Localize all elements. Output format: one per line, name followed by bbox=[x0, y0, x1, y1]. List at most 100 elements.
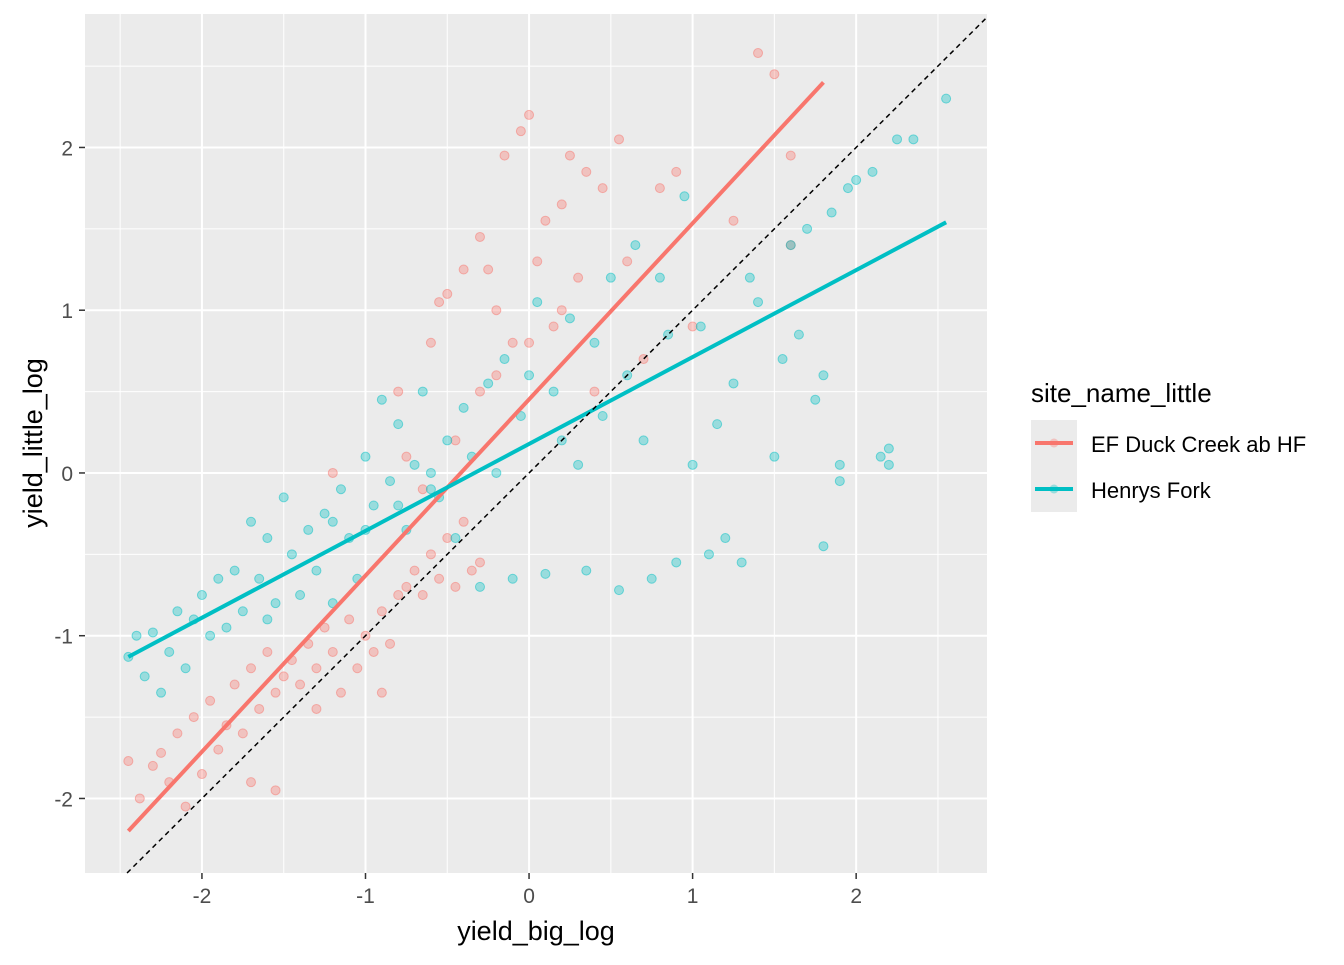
point-ef-duck-creek bbox=[589, 386, 600, 397]
point-ef-duck-creek bbox=[401, 581, 412, 592]
point-ef-duck-creek bbox=[180, 801, 191, 812]
point-ef-duck-creek bbox=[434, 573, 445, 584]
point-ef-duck-creek bbox=[368, 646, 379, 657]
point-henrys-fork bbox=[548, 386, 559, 397]
point-ef-duck-creek bbox=[524, 109, 535, 120]
point-henrys-fork bbox=[908, 134, 919, 145]
point-henrys-fork bbox=[695, 321, 706, 332]
point-henrys-fork bbox=[540, 568, 551, 579]
point-henrys-fork bbox=[246, 516, 257, 527]
point-ef-duck-creek bbox=[458, 516, 469, 527]
point-ef-duck-creek bbox=[515, 126, 526, 137]
grid-major bbox=[85, 14, 987, 873]
point-henrys-fork bbox=[295, 590, 306, 601]
point-henrys-fork bbox=[131, 630, 142, 641]
point-henrys-fork bbox=[278, 492, 289, 503]
point-henrys-fork bbox=[589, 337, 600, 348]
point-ef-duck-creek bbox=[246, 777, 257, 788]
y-axis-label: yield_little_log bbox=[18, 358, 48, 528]
point-henrys-fork bbox=[679, 191, 690, 202]
point-ef-duck-creek bbox=[270, 785, 281, 796]
point-henrys-fork bbox=[671, 557, 682, 568]
point-henrys-fork bbox=[458, 402, 469, 413]
point-henrys-fork bbox=[524, 370, 535, 381]
point-henrys-fork bbox=[802, 223, 813, 234]
point-ef-duck-creek bbox=[123, 756, 134, 767]
point-henrys-fork bbox=[221, 622, 232, 633]
point-ef-duck-creek bbox=[614, 134, 625, 145]
point-henrys-fork bbox=[229, 565, 240, 576]
point-ef-duck-creek bbox=[327, 467, 338, 478]
point-ef-duck-creek bbox=[785, 150, 796, 161]
point-ef-duck-creek bbox=[540, 215, 551, 226]
point-henrys-fork bbox=[262, 533, 273, 544]
point-ef-duck-creek bbox=[188, 712, 199, 723]
point-ef-duck-creek bbox=[335, 687, 346, 698]
point-henrys-fork bbox=[147, 627, 158, 638]
point-henrys-fork bbox=[368, 500, 379, 511]
point-ef-duck-creek bbox=[213, 744, 224, 755]
point-ef-duck-creek bbox=[147, 760, 158, 771]
point-ef-duck-creek bbox=[327, 646, 338, 657]
point-henrys-fork bbox=[180, 663, 191, 674]
point-henrys-fork bbox=[491, 467, 502, 478]
point-henrys-fork bbox=[499, 354, 510, 365]
point-ef-duck-creek bbox=[376, 606, 387, 617]
point-henrys-fork bbox=[409, 459, 420, 470]
point-ef-duck-creek bbox=[507, 337, 518, 348]
point-henrys-fork bbox=[507, 573, 518, 584]
point-henrys-fork bbox=[638, 435, 649, 446]
point-henrys-fork bbox=[262, 614, 273, 625]
point-henrys-fork bbox=[425, 484, 436, 495]
point-henrys-fork bbox=[712, 419, 723, 430]
y-tick-label: -2 bbox=[54, 788, 73, 811]
point-henrys-fork bbox=[597, 410, 608, 421]
x-tick-label: -1 bbox=[356, 885, 375, 908]
point-henrys-fork bbox=[360, 451, 371, 462]
point-ef-duck-creek bbox=[319, 622, 330, 633]
point-ef-duck-creek bbox=[246, 663, 257, 674]
point-ef-duck-creek bbox=[134, 793, 145, 804]
point-henrys-fork bbox=[605, 272, 616, 283]
point-henrys-fork bbox=[450, 533, 461, 544]
point-henrys-fork bbox=[205, 630, 216, 641]
point-henrys-fork bbox=[196, 590, 207, 601]
x-tick-label: 2 bbox=[850, 885, 862, 908]
point-ef-duck-creek bbox=[401, 451, 412, 462]
legend-label-henrys-fork: Henrys Fork bbox=[1091, 478, 1212, 503]
x-axis-ticks: -2 -1 0 1 2 bbox=[193, 873, 862, 908]
point-henrys-fork bbox=[417, 386, 428, 397]
point-henrys-fork bbox=[286, 549, 297, 560]
point-henrys-fork bbox=[139, 671, 150, 682]
point-henrys-fork bbox=[744, 272, 755, 283]
fit-lines bbox=[126, 80, 948, 833]
y-tick-label: 2 bbox=[61, 137, 73, 160]
point-henrys-fork bbox=[793, 329, 804, 340]
point-henrys-fork bbox=[753, 297, 764, 308]
point-ef-duck-creek bbox=[172, 728, 183, 739]
point-henrys-fork bbox=[213, 573, 224, 584]
point-henrys-fork bbox=[703, 549, 714, 560]
point-ef-duck-creek bbox=[393, 386, 404, 397]
point-henrys-fork bbox=[319, 508, 330, 519]
point-ef-duck-creek bbox=[254, 703, 265, 714]
legend-key-point bbox=[1049, 484, 1059, 494]
point-ef-duck-creek bbox=[769, 69, 780, 80]
point-henrys-fork bbox=[867, 166, 878, 177]
point-henrys-fork bbox=[483, 378, 494, 389]
point-ef-duck-creek bbox=[491, 305, 502, 316]
point-ef-duck-creek bbox=[385, 638, 396, 649]
point-henrys-fork bbox=[564, 313, 575, 324]
point-henrys-fork bbox=[777, 354, 788, 365]
point-henrys-fork bbox=[335, 484, 346, 495]
point-ef-duck-creek bbox=[581, 166, 592, 177]
point-ef-duck-creek bbox=[434, 297, 445, 308]
point-henrys-fork bbox=[474, 581, 485, 592]
point-ef-duck-creek bbox=[450, 581, 461, 592]
point-ef-duck-creek bbox=[237, 728, 248, 739]
point-henrys-fork bbox=[254, 573, 265, 584]
point-henrys-fork bbox=[311, 565, 322, 576]
point-ef-duck-creek bbox=[728, 215, 739, 226]
point-henrys-fork bbox=[769, 451, 780, 462]
point-ef-duck-creek bbox=[270, 687, 281, 698]
